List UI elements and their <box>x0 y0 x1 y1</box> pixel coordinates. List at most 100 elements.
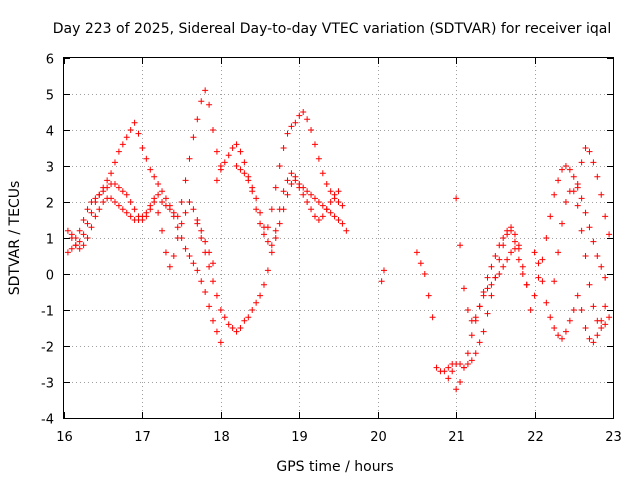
data-point <box>84 235 91 241</box>
data-point <box>155 191 162 198</box>
data-point <box>190 260 197 267</box>
data-point <box>562 163 569 169</box>
data-point <box>210 127 217 133</box>
data-point <box>527 307 534 313</box>
data-point <box>547 314 554 321</box>
data-point <box>115 202 122 209</box>
data-point <box>151 173 158 180</box>
data-point <box>570 188 577 195</box>
data-point <box>323 206 330 213</box>
data-point <box>457 242 464 249</box>
data-point <box>570 173 577 180</box>
data-point <box>206 303 213 310</box>
data-point <box>213 177 220 184</box>
data-point <box>602 303 609 310</box>
data-point <box>457 379 464 385</box>
data-point <box>472 350 479 357</box>
data-point <box>186 253 193 259</box>
data-point <box>76 227 83 234</box>
series-satellite-h <box>445 242 522 393</box>
data-point <box>319 202 326 209</box>
data-point <box>182 177 189 184</box>
data-point <box>543 235 550 241</box>
data-point <box>515 256 522 263</box>
data-point <box>311 213 318 220</box>
data-point <box>590 303 597 310</box>
y-tick-label: 1 <box>46 233 54 248</box>
data-point <box>221 159 228 166</box>
data-point <box>127 199 134 205</box>
data-point <box>166 206 173 213</box>
data-point <box>300 191 307 198</box>
data-point <box>225 152 232 159</box>
data-point <box>233 163 240 169</box>
data-point <box>343 227 350 234</box>
data-point <box>198 227 205 234</box>
data-point <box>555 177 562 184</box>
data-point <box>339 220 346 227</box>
data-point <box>453 195 460 202</box>
data-point <box>123 209 130 216</box>
data-point <box>123 134 130 141</box>
data-point <box>292 119 299 126</box>
data-point <box>245 314 252 321</box>
data-point <box>233 328 240 335</box>
data-point <box>174 224 181 231</box>
data-point <box>535 274 542 281</box>
data-point <box>500 263 507 270</box>
data-point <box>559 335 566 342</box>
data-point <box>445 364 452 371</box>
data-point <box>174 235 181 241</box>
data-point <box>523 281 530 288</box>
data-point <box>543 299 550 306</box>
data-point <box>378 278 385 285</box>
data-point <box>445 375 452 382</box>
data-point <box>72 242 79 249</box>
series-satellite-e <box>213 109 346 238</box>
data-point <box>308 206 315 213</box>
data-point <box>323 181 330 187</box>
data-point <box>547 213 554 220</box>
data-point <box>155 209 162 216</box>
data-point <box>559 166 566 173</box>
data-point <box>284 177 291 184</box>
data-point <box>574 292 581 299</box>
data-point <box>566 317 573 324</box>
data-point <box>210 317 217 324</box>
y-tick-label: 5 <box>46 89 54 104</box>
series-satellite-l <box>551 188 613 331</box>
data-point <box>606 314 613 321</box>
x-tick-label: 17 <box>134 430 151 445</box>
series-satellite-f <box>233 163 342 249</box>
data-point <box>335 199 342 205</box>
data-point <box>111 199 118 205</box>
data-point <box>519 271 526 277</box>
x-tick-label: 22 <box>527 430 544 445</box>
data-point <box>88 209 95 216</box>
data-point <box>308 191 315 198</box>
data-point <box>186 155 193 162</box>
data-point <box>272 235 279 241</box>
data-point <box>464 350 471 357</box>
series-satellite-c <box>68 87 224 252</box>
data-point <box>241 317 248 324</box>
data-point <box>598 325 605 331</box>
grid-lines <box>64 58 613 418</box>
data-point <box>413 249 420 256</box>
data-point <box>213 148 220 155</box>
data-point <box>551 191 558 198</box>
data-point <box>464 307 471 313</box>
data-point <box>562 328 569 335</box>
data-point <box>108 195 115 202</box>
data-point <box>241 159 248 166</box>
series-satellite-m <box>574 145 613 238</box>
y-tick-labels: -4 -3 -2 -1 0 1 2 3 4 5 6 <box>41 53 54 428</box>
data-point <box>417 260 424 267</box>
plot-frame <box>63 57 614 419</box>
x-tick-label: 18 <box>213 430 230 445</box>
data-point <box>449 368 456 375</box>
data-point <box>566 166 573 173</box>
data-point <box>64 227 71 234</box>
data-point <box>429 314 436 321</box>
series-satellite-g <box>378 227 530 375</box>
